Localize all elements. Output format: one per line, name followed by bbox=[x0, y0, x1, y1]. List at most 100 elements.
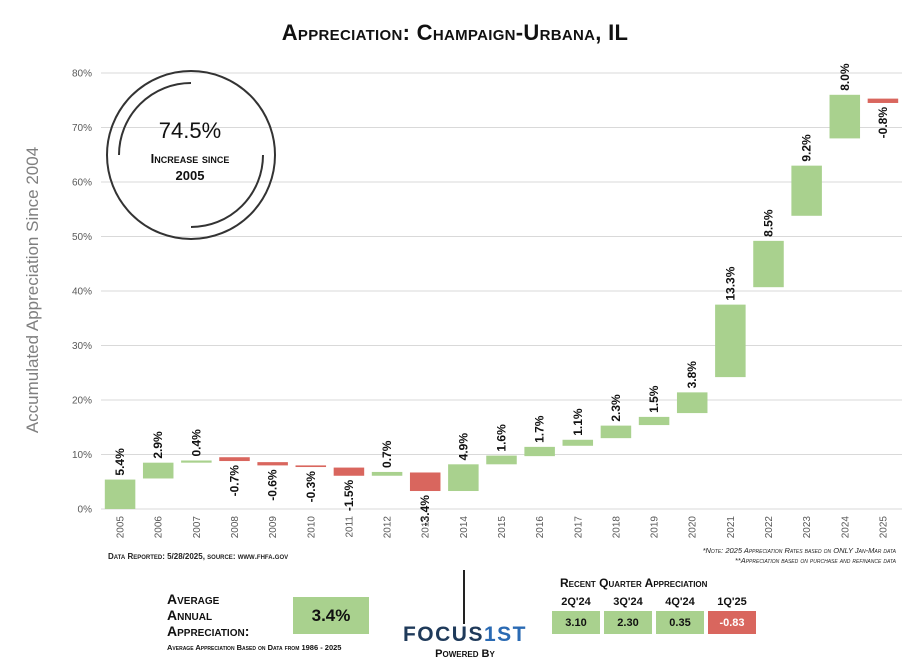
waterfall-bar bbox=[104, 479, 136, 509]
badge-subtitle-line2: 2005 bbox=[175, 168, 205, 183]
y-tick-label: 30% bbox=[72, 341, 92, 352]
y-tick-label: 20% bbox=[72, 396, 92, 407]
data-label: 2.3% bbox=[609, 394, 623, 422]
x-tick-label: 2007 bbox=[192, 516, 203, 539]
powered-by: Powered By bbox=[435, 648, 495, 660]
focus1st-logo: FOCUS1ST bbox=[397, 623, 533, 647]
data-label: 8.5% bbox=[762, 209, 776, 237]
data-label: 1.7% bbox=[533, 415, 547, 443]
average-value: 3.4% bbox=[293, 597, 369, 634]
y-tick-label: 80% bbox=[72, 69, 92, 80]
data-label: -0.8% bbox=[876, 107, 890, 139]
x-tick-label: 2014 bbox=[459, 516, 470, 539]
average-label-line1: Average bbox=[167, 591, 220, 607]
data-label: 4.9% bbox=[456, 433, 470, 461]
data-label: 5.4% bbox=[113, 448, 127, 476]
logo-divider bbox=[463, 570, 465, 624]
average-label-line2: Annual bbox=[167, 607, 213, 623]
x-tick-label: 2022 bbox=[764, 516, 775, 539]
badge-ring-inner-right bbox=[190, 154, 264, 228]
waterfall-bar bbox=[486, 455, 517, 465]
x-tick-label: 2005 bbox=[116, 516, 127, 539]
recent-quarter-value: -0.83 bbox=[708, 611, 756, 634]
data-label: 1.1% bbox=[571, 408, 585, 436]
recent-quarter-label: 2Q'24 bbox=[561, 596, 591, 608]
y-tick-label: 50% bbox=[72, 232, 92, 243]
waterfall-bar bbox=[409, 472, 441, 492]
data-label: -3.4% bbox=[418, 495, 432, 527]
x-tick-label: 2011 bbox=[344, 516, 355, 538]
data-label: 9.2% bbox=[800, 134, 814, 162]
waterfall-bar bbox=[142, 462, 174, 479]
average-basis: Average Appreciation Based on Data from … bbox=[167, 643, 342, 652]
recent-quarter-title: Recent Quarter Appreciation bbox=[560, 576, 708, 590]
y-tick-label: 0% bbox=[78, 505, 93, 516]
waterfall-bar bbox=[333, 467, 365, 476]
x-tick-label: 2024 bbox=[840, 516, 851, 539]
data-label: 8.0% bbox=[838, 63, 852, 91]
footnotes: *Note: 2025 Appreciation Rates based on … bbox=[703, 546, 896, 566]
y-tick-label: 70% bbox=[72, 123, 92, 134]
x-tick-label: 2017 bbox=[573, 516, 584, 539]
data-label: 1.6% bbox=[495, 424, 509, 452]
badge-subtitle: Increase since 2005 bbox=[112, 150, 268, 184]
average-label-line3: Appreciation: bbox=[167, 623, 250, 639]
x-tick-label: 2006 bbox=[154, 516, 165, 539]
x-tick-label: 2015 bbox=[497, 516, 508, 539]
y-tick-label: 60% bbox=[72, 178, 92, 189]
data-label: -0.7% bbox=[228, 465, 242, 497]
recent-quarter-value: 3.10 bbox=[552, 611, 600, 634]
waterfall-bar bbox=[676, 392, 708, 414]
badge-value: 74.5% bbox=[158, 118, 222, 143]
x-tick-label: 2021 bbox=[726, 516, 737, 539]
x-tick-label: 2009 bbox=[268, 516, 279, 539]
data-label: 0.4% bbox=[189, 429, 203, 457]
x-tick-label: 2010 bbox=[306, 516, 317, 539]
recent-quarter-label: 1Q'25 bbox=[717, 596, 747, 608]
waterfall-bar bbox=[257, 462, 288, 466]
recent-quarter-value: 2.30 bbox=[604, 611, 652, 634]
data-label: -1.5% bbox=[342, 479, 356, 511]
x-tick-label: 2023 bbox=[802, 516, 813, 539]
waterfall-bar bbox=[791, 165, 822, 216]
waterfall-bar bbox=[867, 98, 899, 103]
data-label: -0.3% bbox=[304, 471, 318, 503]
x-tick-label: 2016 bbox=[535, 516, 546, 539]
footnote-2: **Appreciation based on purchase and ref… bbox=[734, 556, 896, 565]
footnote-1: *Note: 2025 Appreciation Rates based on … bbox=[702, 546, 896, 555]
data-label: 3.8% bbox=[685, 361, 699, 389]
data-label: 13.3% bbox=[723, 266, 737, 300]
data-label: -0.6% bbox=[266, 469, 280, 501]
waterfall-bar bbox=[600, 425, 632, 439]
waterfall-bar bbox=[219, 457, 250, 462]
x-tick-label: 2008 bbox=[230, 516, 241, 539]
y-tick-label: 40% bbox=[72, 287, 92, 298]
waterfall-bar bbox=[562, 439, 594, 446]
x-tick-label: 2012 bbox=[383, 516, 394, 539]
data-label: 2.9% bbox=[151, 431, 165, 459]
waterfall-bar bbox=[448, 464, 479, 492]
logo-accent: 1ST bbox=[483, 623, 527, 646]
waterfall-bar bbox=[638, 416, 670, 426]
waterfall-bar bbox=[295, 465, 327, 468]
badge-ring-arc-left bbox=[106, 70, 192, 240]
recent-quarter-value: 0.35 bbox=[656, 611, 704, 634]
data-label: 1.5% bbox=[647, 385, 661, 413]
x-tick-label: 2019 bbox=[650, 516, 661, 539]
chart-title: Appreciation: Champaign-Urbana, IL bbox=[281, 20, 629, 45]
average-label: Average Annual Appreciation: bbox=[167, 591, 287, 639]
x-tick-label: 2013 bbox=[421, 516, 432, 539]
waterfall-bar bbox=[524, 446, 555, 457]
x-tick-label: 2018 bbox=[611, 516, 622, 539]
waterfall-bar bbox=[181, 460, 212, 463]
x-tick-label: 2025 bbox=[878, 516, 889, 539]
waterfall-bar bbox=[715, 304, 746, 378]
y-tick-label: 10% bbox=[72, 450, 92, 461]
recent-quarter-label: 4Q'24 bbox=[665, 596, 695, 608]
source-note: Data Reported: 5/28/2025, source: www.fh… bbox=[108, 552, 289, 561]
data-label: 0.7% bbox=[380, 440, 394, 468]
logo-main: FOCUS bbox=[402, 623, 484, 646]
waterfall-bar bbox=[753, 240, 784, 288]
